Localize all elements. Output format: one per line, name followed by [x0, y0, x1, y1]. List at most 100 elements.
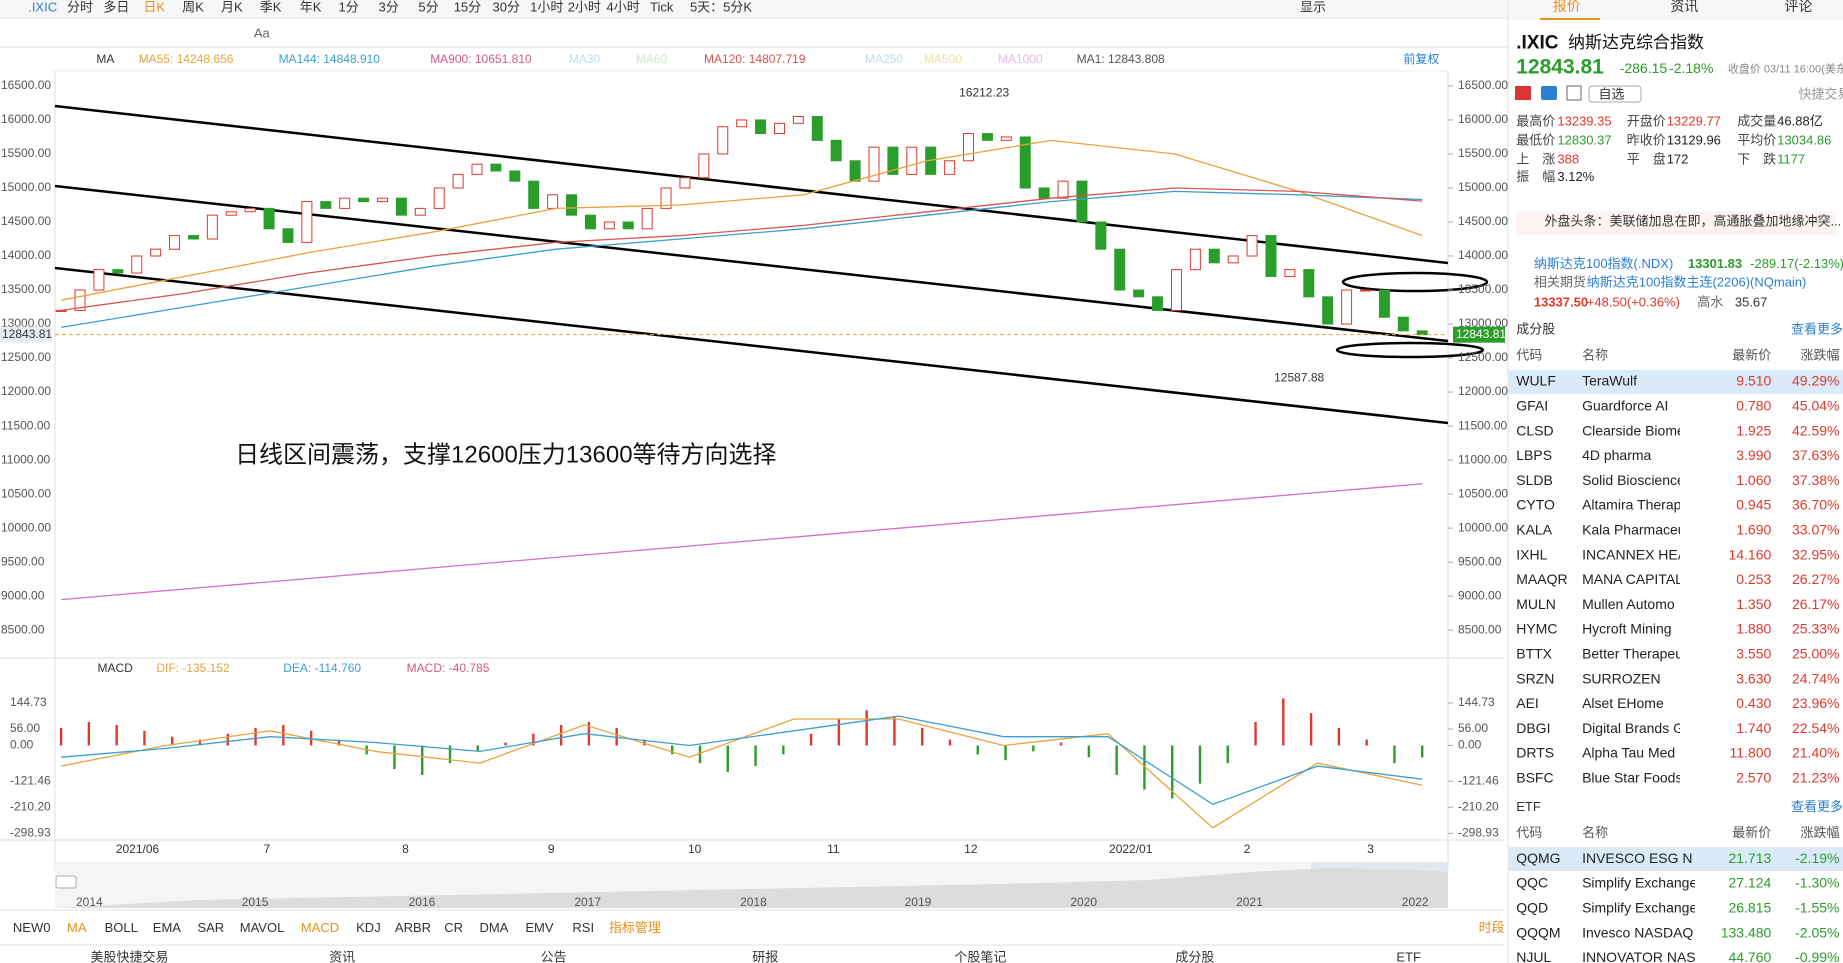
- period-tab[interactable]: 年K: [300, 0, 322, 15]
- news-bg[interactable]: [1516, 211, 1836, 235]
- company-name[interactable]: Alset EHome: [1582, 695, 1664, 711]
- company-name[interactable]: Guardforce AI: [1582, 398, 1668, 414]
- indicator-tab[interactable]: CR: [444, 920, 463, 935]
- period-tab[interactable]: 月K: [221, 0, 243, 15]
- symbol-tab[interactable]: .IXIC: [28, 0, 57, 15]
- period-tab[interactable]: 多日: [103, 0, 129, 15]
- company-name[interactable]: Alpha Tau Med: [1582, 745, 1675, 761]
- ticker[interactable]: QQQM: [1516, 924, 1560, 940]
- indicator-tab[interactable]: RSI: [572, 920, 594, 935]
- period-tab[interactable]: 周K: [182, 0, 204, 15]
- indicator-tab[interactable]: MACD: [301, 920, 339, 935]
- panel-tab[interactable]: 资讯: [1670, 0, 1698, 14]
- indicator-tab[interactable]: KDJ: [356, 920, 381, 935]
- period-tab[interactable]: 3分: [378, 0, 398, 15]
- ticker[interactable]: HYMC: [1516, 621, 1557, 637]
- indicator-tab[interactable]: MAVOL: [240, 920, 285, 935]
- period-tab[interactable]: 4小时: [606, 0, 639, 15]
- more-link[interactable]: 查看更多: [1791, 799, 1843, 814]
- watch-button[interactable]: [1588, 85, 1642, 103]
- bottom-tab[interactable]: 个股笔记: [954, 949, 1006, 963]
- period-tab[interactable]: 30分: [492, 0, 519, 15]
- quick-trade[interactable]: 快捷交易: [1798, 87, 1843, 102]
- news-headline[interactable]: 外盘头条：美联储加息在即，高通胀叠加地缘冲突...: [1544, 214, 1841, 229]
- period-tab[interactable]: 5天：5分K: [690, 0, 752, 15]
- ticker[interactable]: DBGI: [1516, 720, 1550, 736]
- bottom-tab[interactable]: 公告: [541, 949, 567, 963]
- indicator-tab[interactable]: 指标管理: [609, 920, 661, 935]
- period-button[interactable]: 时段: [1479, 920, 1505, 935]
- indicator-tab[interactable]: BOLL: [105, 920, 138, 935]
- company-name[interactable]: Simplify Exchange: [1582, 875, 1697, 891]
- company-name[interactable]: Clearside Biome: [1582, 422, 1685, 438]
- company-name[interactable]: Solid Bioscience: [1582, 472, 1685, 488]
- company-name[interactable]: INCANNEX HEA: [1582, 546, 1688, 562]
- company-name[interactable]: SURROZEN: [1582, 670, 1661, 686]
- related-name[interactable]: 纳斯达克100指数(.NDX): [1534, 256, 1673, 271]
- ticker[interactable]: WULF: [1516, 373, 1556, 389]
- text-tool[interactable]: Aa: [254, 26, 271, 41]
- company-name[interactable]: TeraWulf: [1582, 373, 1637, 389]
- company-name[interactable]: Better Therapeu: [1582, 646, 1683, 662]
- ticker[interactable]: BTTX: [1516, 646, 1552, 662]
- period-tab[interactable]: 1分: [339, 0, 359, 15]
- display-menu[interactable]: 显示: [1300, 0, 1326, 15]
- company-name[interactable]: Hycroft Mining: [1582, 621, 1671, 637]
- ticker[interactable]: QQMG: [1516, 850, 1560, 866]
- indicator-tab[interactable]: EMA: [153, 920, 182, 935]
- indicator-tab[interactable]: DMA: [480, 920, 509, 935]
- bottom-tab[interactable]: ETF: [1396, 949, 1421, 963]
- ticker[interactable]: MAAQR: [1516, 571, 1567, 587]
- ticker[interactable]: GFAI: [1516, 398, 1548, 414]
- company-name[interactable]: Invesco NASDAQ: [1582, 924, 1693, 940]
- watch-label[interactable]: 自选: [1599, 87, 1625, 102]
- ticker[interactable]: NJUL: [1516, 949, 1551, 963]
- indicator-tab[interactable]: MA: [67, 920, 87, 935]
- company-name[interactable]: Kala Pharmaceu: [1582, 522, 1686, 538]
- period-tab[interactable]: 分时: [67, 0, 93, 15]
- company-name[interactable]: Simplify Exchange: [1582, 900, 1697, 916]
- ticker[interactable]: SRZN: [1516, 670, 1554, 686]
- ticker[interactable]: AEI: [1516, 695, 1539, 711]
- ticker[interactable]: LBPS: [1516, 447, 1552, 463]
- panel-tab[interactable]: 报价: [1553, 0, 1581, 14]
- ticker[interactable]: BSFC: [1516, 770, 1553, 786]
- period-tab[interactable]: 5分: [418, 0, 438, 15]
- company-name[interactable]: 4D pharma: [1582, 447, 1651, 463]
- indicator-tab[interactable]: ARBR: [395, 920, 431, 935]
- ticker[interactable]: QQD: [1516, 900, 1548, 916]
- ticker[interactable]: CLSD: [1516, 422, 1553, 438]
- period-tab[interactable]: 季K: [260, 0, 282, 15]
- company-name[interactable]: Digital Brands G: [1582, 720, 1684, 736]
- company-name[interactable]: MANA CAPITAL: [1582, 571, 1683, 587]
- ticker[interactable]: KALA: [1516, 522, 1552, 538]
- bottom-tab[interactable]: 美股快捷交易: [91, 949, 169, 963]
- indicator-tab[interactable]: SAR: [197, 920, 224, 935]
- ticker[interactable]: SLDB: [1516, 472, 1553, 488]
- company-name[interactable]: INVESCO ESG N: [1582, 850, 1692, 866]
- ticker[interactable]: IXHL: [1516, 546, 1547, 562]
- overview-handle[interactable]: [55, 875, 77, 889]
- period-tab[interactable]: 2小时: [568, 0, 601, 15]
- indicator-tab[interactable]: NEW0: [13, 920, 51, 935]
- period-tab[interactable]: 1小时: [530, 0, 563, 15]
- period-tab[interactable]: 15分: [454, 0, 481, 15]
- ticker[interactable]: QQC: [1516, 875, 1548, 891]
- futures-name[interactable]: 纳斯达克100指数主连(2206)(NQmain): [1587, 275, 1807, 290]
- bottom-tab[interactable]: 资讯: [329, 949, 355, 963]
- ticker[interactable]: MULN: [1516, 596, 1556, 612]
- bottom-tab[interactable]: 研报: [752, 949, 778, 963]
- company-name[interactable]: Mullen Automo: [1582, 596, 1675, 612]
- ticker[interactable]: DRTS: [1516, 745, 1554, 761]
- period-tab[interactable]: 日K: [143, 0, 165, 15]
- company-name[interactable]: INNOVATOR NAS: [1582, 949, 1696, 963]
- company-name[interactable]: Altamira Therap: [1582, 497, 1682, 513]
- indicator-tab[interactable]: EMV: [525, 920, 554, 935]
- panel-tab[interactable]: 评论: [1784, 0, 1812, 14]
- ticker[interactable]: CYTO: [1516, 497, 1555, 513]
- more-link[interactable]: 查看更多: [1791, 322, 1843, 337]
- adjust-button[interactable]: 前复权: [1403, 51, 1439, 66]
- company-name[interactable]: Blue Star Foods: [1582, 770, 1682, 786]
- period-tab[interactable]: Tick: [650, 0, 674, 15]
- bottom-tab[interactable]: 成分股: [1175, 949, 1214, 963]
